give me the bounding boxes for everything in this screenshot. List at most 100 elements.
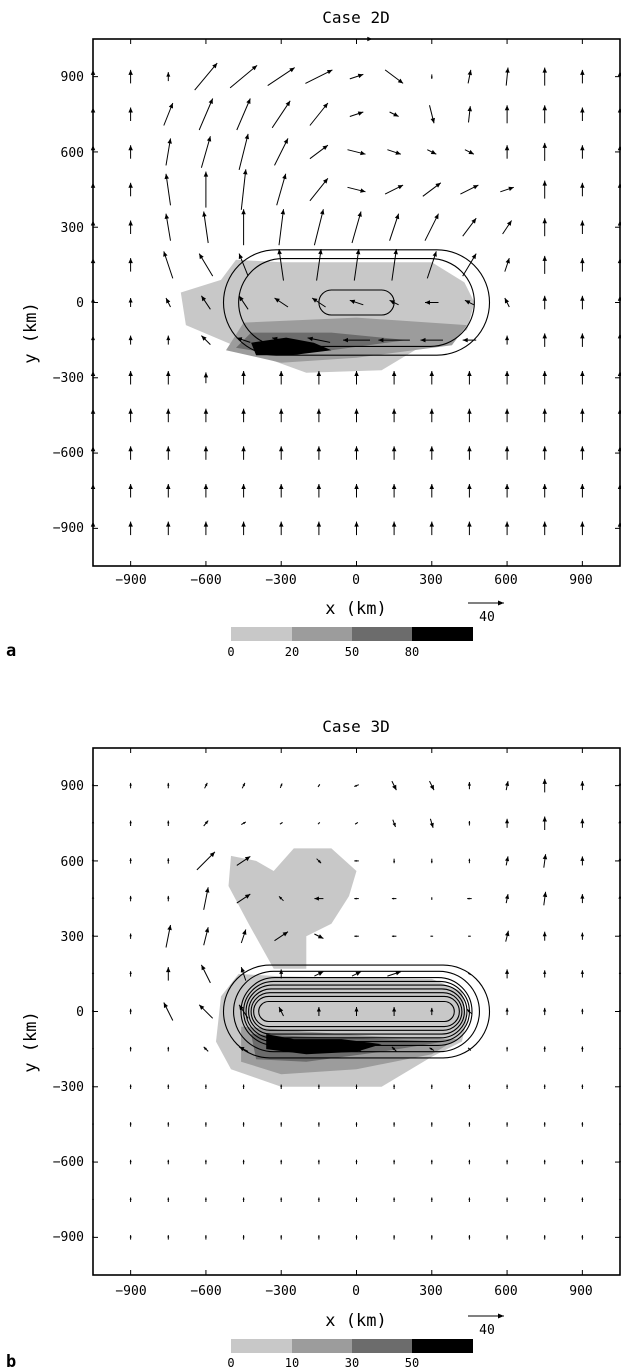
wind-arrow-head xyxy=(128,335,133,341)
wind-arrow xyxy=(278,209,284,246)
wind-arrow-head xyxy=(581,1122,584,1125)
wind-arrow-head xyxy=(280,1159,283,1163)
wind-arrow-head xyxy=(467,1009,471,1013)
wind-arrow-head xyxy=(166,371,171,376)
wind-arrow-head xyxy=(199,253,204,260)
wind-arrow-head xyxy=(280,822,283,824)
wind-arrow-head xyxy=(580,970,584,974)
panel-b-y-axis-label: y (km) xyxy=(21,1011,41,1072)
contour-line xyxy=(258,1000,455,1023)
wind-arrow-head xyxy=(542,446,547,452)
colorbar-segment xyxy=(292,627,352,641)
wind-arrow-head xyxy=(128,298,133,303)
wind-arrow-head xyxy=(244,856,251,862)
contour-line xyxy=(240,977,473,1046)
wind-arrow-head xyxy=(129,858,132,861)
x-tick-label: −600 xyxy=(190,1284,221,1299)
wind-arrow-head xyxy=(543,1197,546,1200)
wind-arrow-head xyxy=(393,1235,396,1238)
wind-arrow-head xyxy=(506,1159,509,1163)
wind-arrow-head xyxy=(128,521,133,527)
wind-arrow-head xyxy=(354,897,357,900)
y-tick-label: 300 xyxy=(61,930,84,945)
wind-arrow-head xyxy=(467,106,472,112)
wind-arrow-head xyxy=(430,860,433,864)
wind-arrow-head xyxy=(349,299,356,304)
wind-arrow-head xyxy=(244,133,249,140)
reference-vector-label: 40 xyxy=(479,1323,495,1338)
wind-arrow-head xyxy=(280,1197,283,1200)
x-tick-label: 600 xyxy=(494,1284,517,1299)
wind-arrow-head xyxy=(471,218,477,224)
wind-arrow xyxy=(200,136,211,168)
wind-arrow-head xyxy=(282,173,287,180)
wind-arrow-head xyxy=(431,898,433,900)
wind-arrow-head xyxy=(432,251,437,257)
wind-arrow-head xyxy=(429,784,434,791)
wind-arrow-head xyxy=(314,1046,320,1052)
wind-arrow-head xyxy=(393,112,399,117)
wind-arrow-head xyxy=(239,1004,244,1011)
wind-arrow-head xyxy=(467,408,472,414)
x-tick-label: 600 xyxy=(494,573,517,588)
wind-arrow-head xyxy=(504,371,510,376)
wind-arrow-head xyxy=(203,1046,207,1051)
wind-arrow-head xyxy=(243,169,248,175)
wind-arrow-head xyxy=(430,1084,433,1087)
wind-arrow-head xyxy=(505,335,510,341)
wind-arrow xyxy=(229,65,258,89)
wind-arrow-head xyxy=(430,149,437,155)
wind-arrow-head xyxy=(542,255,547,261)
contour-line xyxy=(245,984,468,1039)
wind-arrow-head xyxy=(167,1159,170,1163)
wind-arrow-head xyxy=(468,1159,471,1163)
wind-arrow-head xyxy=(129,1122,132,1125)
wind-arrow-head xyxy=(393,1159,396,1163)
wind-arrow-head xyxy=(282,931,288,937)
wind-arrow-head xyxy=(430,1197,433,1200)
colorbar-tick-label: 0 xyxy=(227,645,234,659)
wind-arrow-head xyxy=(580,932,584,937)
wind-arrow-head xyxy=(505,856,510,862)
wind-arrow xyxy=(271,100,291,129)
wind-arrow-head xyxy=(378,337,384,343)
wind-arrow-head xyxy=(129,895,132,899)
wind-arrow-head xyxy=(580,295,585,301)
panel-b-title: Case 3D xyxy=(322,717,389,736)
wind-arrow-head xyxy=(128,107,133,113)
wind-arrow-head xyxy=(167,138,172,144)
wind-arrow-head xyxy=(504,105,510,111)
wind-arrow-head xyxy=(542,295,547,301)
wind-arrow-head xyxy=(129,933,132,937)
wind-arrow-head xyxy=(506,1197,509,1200)
wind-arrow-head xyxy=(468,1235,471,1238)
wind-arrow-head xyxy=(164,173,169,180)
wind-arrow-head xyxy=(167,1084,170,1087)
wind-arrow-head xyxy=(504,145,510,151)
x-tick-label: 0 xyxy=(352,1284,360,1299)
wind-arrow-head xyxy=(163,1002,168,1008)
wind-arrow-head xyxy=(129,820,132,824)
reference-vector-label: 40 xyxy=(479,610,495,625)
wind-arrow-head xyxy=(580,258,585,264)
wind-arrow-head xyxy=(318,822,320,824)
wind-arrow-head xyxy=(317,1159,320,1163)
wind-arrow-head xyxy=(392,1007,397,1012)
wind-arrow-head xyxy=(430,76,433,79)
wind-arrow-head xyxy=(251,65,258,71)
y-tick-label: 900 xyxy=(61,779,84,794)
wind-arrow-head xyxy=(468,935,470,937)
wind-arrow-head xyxy=(391,484,397,489)
colorbar-tick-label: 80 xyxy=(405,645,419,659)
panel-a-reference-vector: 40 xyxy=(468,600,504,625)
wind-arrow-head xyxy=(204,1084,207,1087)
wind-arrow-head xyxy=(467,371,472,376)
wind-arrow-head xyxy=(206,136,212,142)
wind-arrow-head xyxy=(542,521,547,527)
wind-arrow-head xyxy=(355,971,361,976)
wind-arrow-head xyxy=(355,1197,358,1200)
wind-arrow-head xyxy=(323,178,328,184)
wind-arrow-head xyxy=(467,521,472,527)
wind-arrow-head xyxy=(354,784,357,787)
y-tick-label: 900 xyxy=(61,70,84,85)
